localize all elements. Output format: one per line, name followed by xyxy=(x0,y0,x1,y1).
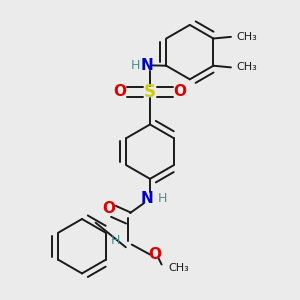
Text: CH₃: CH₃ xyxy=(237,32,257,42)
Text: H: H xyxy=(130,59,140,72)
Text: O: O xyxy=(148,247,161,262)
Text: N: N xyxy=(140,58,153,73)
Text: H: H xyxy=(111,234,121,247)
Text: S: S xyxy=(144,83,156,101)
Text: CH₃: CH₃ xyxy=(237,62,257,72)
Text: O: O xyxy=(173,84,186,99)
Text: O: O xyxy=(102,201,115,216)
Text: O: O xyxy=(114,84,127,99)
Text: H: H xyxy=(158,192,167,205)
Text: N: N xyxy=(140,190,153,206)
Text: CH₃: CH₃ xyxy=(168,263,189,273)
